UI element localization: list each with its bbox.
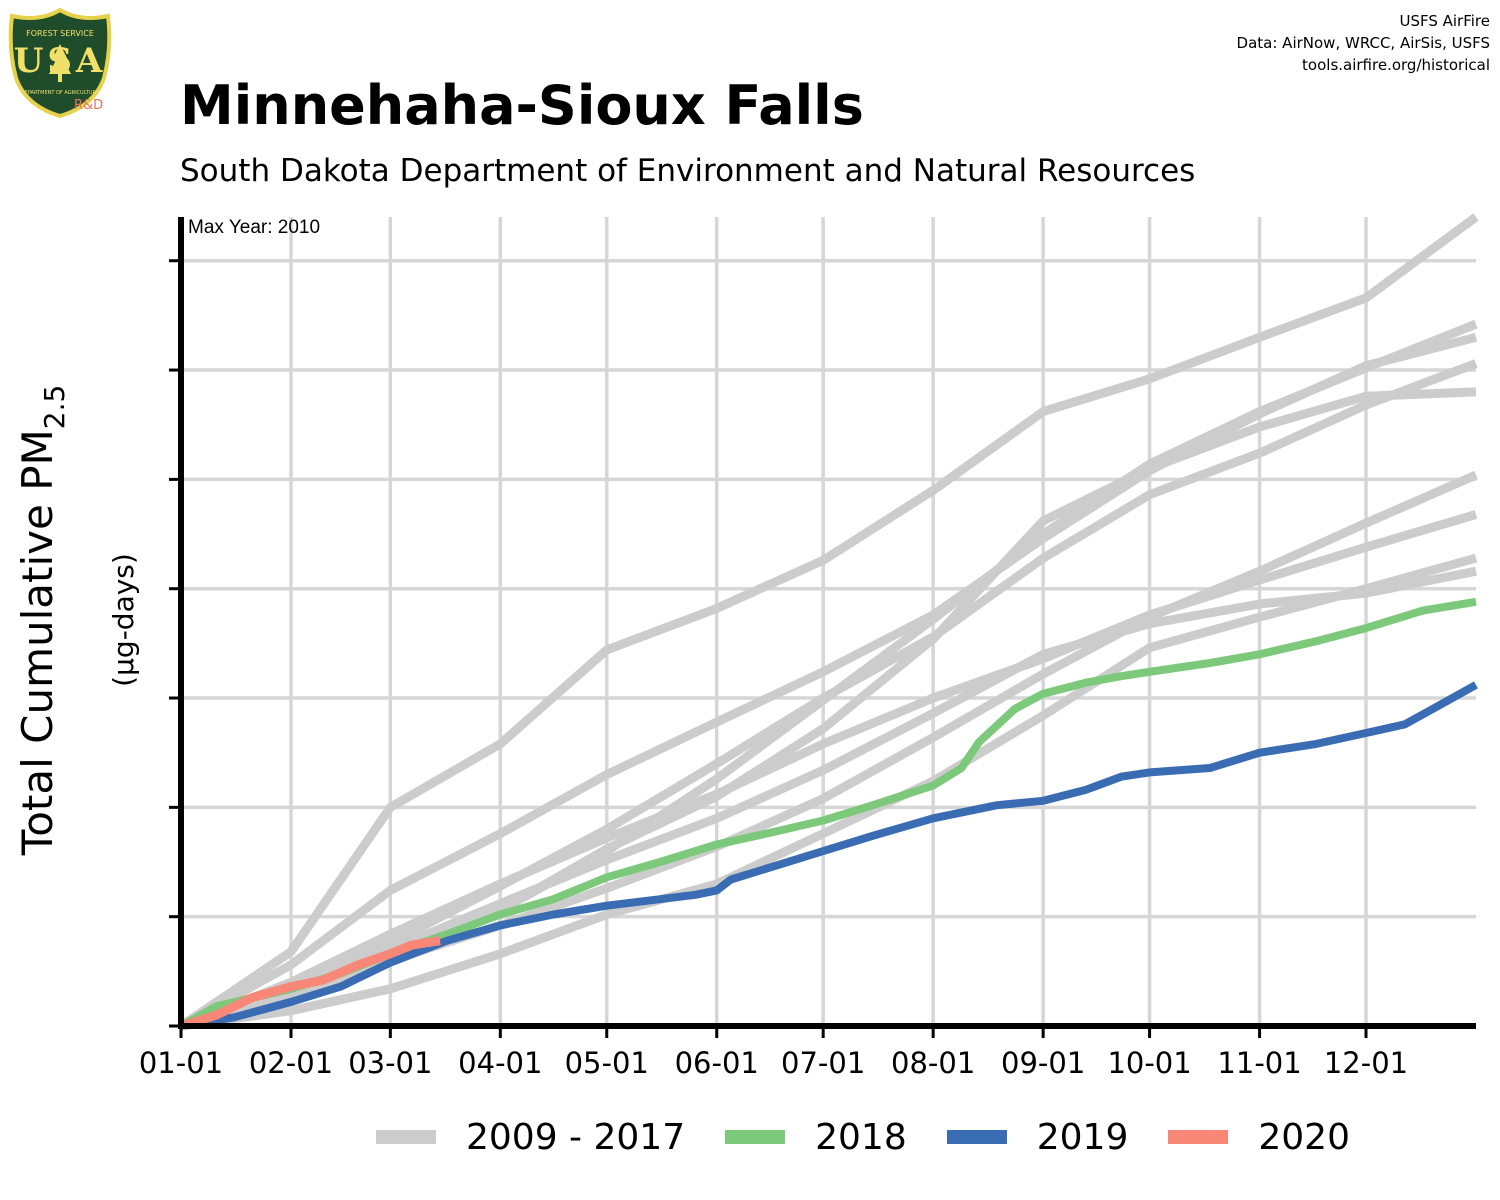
credit-line: tools.airfire.org/historical — [1302, 56, 1490, 74]
credit-line: Data: AirNow, WRCC, AirSis, USFS — [1236, 34, 1490, 52]
x-tick-label: 05-01 — [565, 1046, 649, 1080]
legend-label: 2020 — [1258, 1116, 1350, 1158]
y-axis-label: Total Cumulative PM — [13, 429, 62, 856]
legend-item-2020: 2020 — [1168, 1117, 1350, 1158]
svg-text:Total Cumulative PM2.5: Total Cumulative PM2.5 — [13, 385, 71, 857]
series-line-2009-2017 — [178, 332, 1478, 1030]
legend-item-2018: 2018 — [725, 1117, 907, 1158]
axes — [169, 217, 1476, 1038]
series-line-2009-2017 — [179, 319, 1478, 1031]
y-axis-label-subscript: 2.5 — [38, 385, 71, 430]
logo-top-text: FOREST SERVICE — [26, 29, 94, 38]
legend-swatch — [946, 1130, 1007, 1144]
series-line-2009-2017 — [179, 359, 1478, 1031]
legend-label: 2019 — [1036, 1116, 1129, 1158]
legend-item-2019: 2019 — [946, 1116, 1129, 1158]
page-title: Minnehaha-Sioux Falls — [180, 74, 864, 137]
legend-label: 2018 — [815, 1116, 907, 1158]
x-tick-label: 03-01 — [348, 1046, 432, 1080]
legend-item-history: 2009 - 2017 — [376, 1117, 685, 1158]
credit-line: USFS AirFire — [1399, 12, 1490, 30]
logo-badge: R&D — [74, 98, 104, 113]
x-tick-label: 01-01 — [139, 1046, 223, 1080]
forest-service-logo: FOREST SERVICE USA DEPARTMENT OF AGRICUL… — [8, 7, 112, 120]
legend-swatch — [725, 1130, 786, 1144]
page-subtitle: South Dakota Department of Environment a… — [180, 153, 1196, 189]
series-line-2019 — [180, 681, 1478, 1030]
series-lines — [178, 213, 1479, 1031]
legend: 2009 - 2017 2018 2019 2020 — [376, 1112, 1390, 1162]
max-year-annotation: Max Year: 2010 — [188, 217, 320, 238]
series-line-2009-2017 — [179, 510, 1478, 1031]
x-tick-label: 12-01 — [1324, 1046, 1408, 1080]
x-tick-label: 02-01 — [249, 1046, 333, 1080]
shield-icon: FOREST SERVICE USA DEPARTMENT OF AGRICUL… — [8, 7, 112, 119]
x-tick-label: 11-01 — [1217, 1046, 1301, 1080]
credits: USFS AirFire Data: AirNow, WRCC, AirSis,… — [1237, 10, 1490, 76]
x-tick-labels: 01-01 02-01 03-01 04-01 05-01 06-01 07-01 08-01… — [139, 1046, 1408, 1080]
legend-swatch — [376, 1130, 436, 1144]
legend-label: 2009 - 2017 — [466, 1116, 686, 1158]
series-line-2009-2017 — [178, 213, 1479, 1030]
x-tick-label: 04-01 — [458, 1046, 542, 1080]
x-tick-label: 08-01 — [891, 1046, 975, 1080]
series-line-2009-2017 — [180, 553, 1478, 1031]
x-tick-label: 10-01 — [1107, 1046, 1191, 1080]
legend-swatch — [1168, 1130, 1229, 1144]
logo-bottom-text: DEPARTMENT OF AGRICULTURE — [21, 90, 99, 96]
x-tick-label: 09-01 — [1001, 1046, 1085, 1080]
x-tick-label: 07-01 — [781, 1046, 865, 1080]
y-axis-title: Total Cumulative PM2.5 — [13, 385, 71, 857]
series-line-2009-2017 — [179, 387, 1477, 1031]
x-tick-label: 06-01 — [675, 1046, 759, 1080]
series-line-2020 — [179, 936, 441, 1031]
y-axis-units: (µg-days) — [107, 553, 140, 687]
